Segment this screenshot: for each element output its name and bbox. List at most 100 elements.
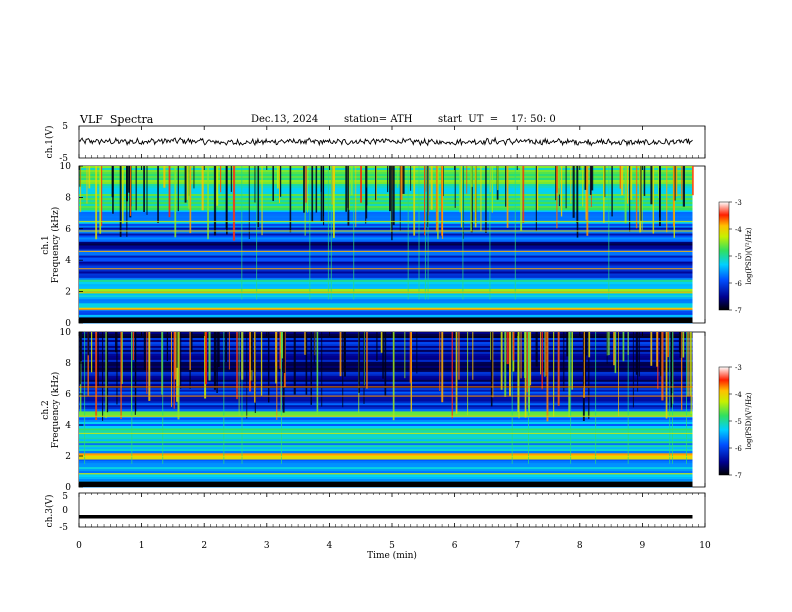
spectrogram-sferic <box>439 332 441 391</box>
spectrogram-sferic <box>126 166 128 237</box>
spectrogram-sferic <box>332 166 335 238</box>
spectrogram-sferic <box>216 332 218 393</box>
ch3-ytick-top: 5 <box>62 492 68 502</box>
spectrogram-sferic <box>522 166 525 223</box>
narrowband-line <box>79 291 693 293</box>
spectrogram-band-row <box>79 305 693 308</box>
spectrogram-sferic <box>512 332 515 361</box>
spectrogram-sferic <box>189 166 192 234</box>
spectrogram-sferic <box>490 332 492 360</box>
spectrogram-sferic <box>232 166 236 241</box>
spectrogram-sferic <box>397 166 399 188</box>
spectrogram-sferic <box>323 166 324 217</box>
spectrogram-sferic <box>143 166 145 212</box>
spectrogram-band-row <box>79 237 693 240</box>
spectrogram-band-row <box>79 479 693 482</box>
spectrogram-band-row <box>79 397 693 400</box>
ch1-colorbar-label: log(PSD)(V²/Hz) <box>745 227 753 284</box>
spectrogram-band-row <box>79 405 693 408</box>
spectrogram-sferic <box>679 332 682 358</box>
spectrogram-sferic <box>225 166 228 229</box>
spectrogram-sferic <box>342 332 344 408</box>
x-tick-label: 0 <box>76 541 82 551</box>
spectrogram-sferic <box>506 166 509 228</box>
spectrogram-sferic <box>177 166 179 212</box>
spectrogram-sferic <box>560 166 563 217</box>
spectrogram-sferic <box>500 332 503 390</box>
spectrogram-sferic <box>584 166 587 190</box>
spectrogram-sferic <box>347 166 350 226</box>
spectrogram-band-row <box>79 409 693 412</box>
spectrogram-sferic <box>307 166 308 213</box>
spectrogram-sferic <box>304 332 307 355</box>
spectrogram-sferic <box>528 332 530 414</box>
spectrogram-sferic <box>95 166 98 240</box>
narrowband-line <box>79 250 693 252</box>
spectrogram-sferic <box>187 166 190 209</box>
spectrogram-sferic <box>535 332 538 367</box>
spectrogram-sferic <box>80 166 82 213</box>
colorbar-tick-label: -6 <box>735 280 742 288</box>
spectrogram-sferic <box>129 166 132 216</box>
spectrogram-sferic <box>350 166 353 195</box>
spectrogram-sferic <box>400 166 403 200</box>
start-time-label: start UT = 17: 50: 0 <box>438 114 556 125</box>
ch2-channel-label: ch.2 <box>41 400 51 419</box>
colorbar-tick-label: -6 <box>735 445 742 453</box>
colorbar-tick-label: -7 <box>735 307 742 315</box>
narrowband-line <box>79 395 693 397</box>
spectrogram-band-row <box>79 188 693 191</box>
spectrogram-sferic <box>485 166 487 233</box>
spectrogram-sferic <box>424 166 426 236</box>
spectrogram-sferic <box>546 332 549 422</box>
spectrogram-sferic <box>320 166 322 192</box>
spectrogram-streak <box>528 332 529 464</box>
spectrogram-sferic <box>122 166 124 224</box>
spectrogram-sferic <box>416 332 418 374</box>
spectrogram-sferic <box>105 332 107 419</box>
spectrogram-band-row <box>79 176 693 179</box>
spectrogram-sferic <box>566 332 569 357</box>
spectrogram-sferic <box>251 332 253 388</box>
ch1-ytick-bottom: -5 <box>59 154 68 164</box>
spectrogram-sferic <box>279 332 281 369</box>
colorbar-tick-label: -5 <box>735 418 742 426</box>
spectrogram-sferic <box>399 166 401 232</box>
spectrogram-sferic <box>637 332 639 392</box>
time-axis: 0 1 2 3 4 5 6 7 8 9 10 <box>76 126 711 551</box>
spectrogram-band-row <box>79 299 693 302</box>
spectrogram-sferic <box>331 166 333 205</box>
ch1-colorbar <box>718 201 730 311</box>
spectrogram-sferic <box>614 332 617 374</box>
spectrogram-sferic <box>641 166 643 231</box>
spectrogram-sferic <box>603 166 605 223</box>
spectrogram-sferic <box>254 166 256 203</box>
spectrogram-sferic <box>228 332 230 370</box>
spectrogram-sferic <box>95 332 98 420</box>
spectrogram-sferic <box>120 332 122 419</box>
spectrogram-sferic <box>163 166 166 188</box>
spectrogram-band-row <box>79 301 693 304</box>
spectrogram-sferic <box>392 332 395 421</box>
spectrogram-sferic <box>315 166 318 213</box>
spectrogram-sferic <box>441 166 444 239</box>
spectrogram-sferic <box>618 332 619 417</box>
spectrogram-streak <box>309 166 311 300</box>
spectrogram-streak <box>241 332 243 464</box>
spectrogram-band-row <box>79 469 693 472</box>
spectrogram-sferic <box>639 166 641 233</box>
spectrogram-band-row <box>79 417 693 421</box>
spectrogram-sferic <box>249 332 252 392</box>
spectrogram-band-row <box>79 174 693 177</box>
spectrogram-band-row <box>79 421 693 425</box>
spectrogram-band-row <box>79 269 693 272</box>
spectrogram-sferic <box>177 332 180 420</box>
ch2-spectrogram-image <box>79 332 693 488</box>
spectrogram-sferic <box>619 166 621 189</box>
spectrogram-band-row <box>79 449 693 452</box>
spectrogram-streak <box>686 332 687 464</box>
x-tick-label: 10 <box>699 541 711 551</box>
spectrogram-sferic <box>635 332 638 375</box>
spectrogram-ytick-label: 4 <box>65 256 71 266</box>
spectrogram-sferic <box>437 166 439 239</box>
